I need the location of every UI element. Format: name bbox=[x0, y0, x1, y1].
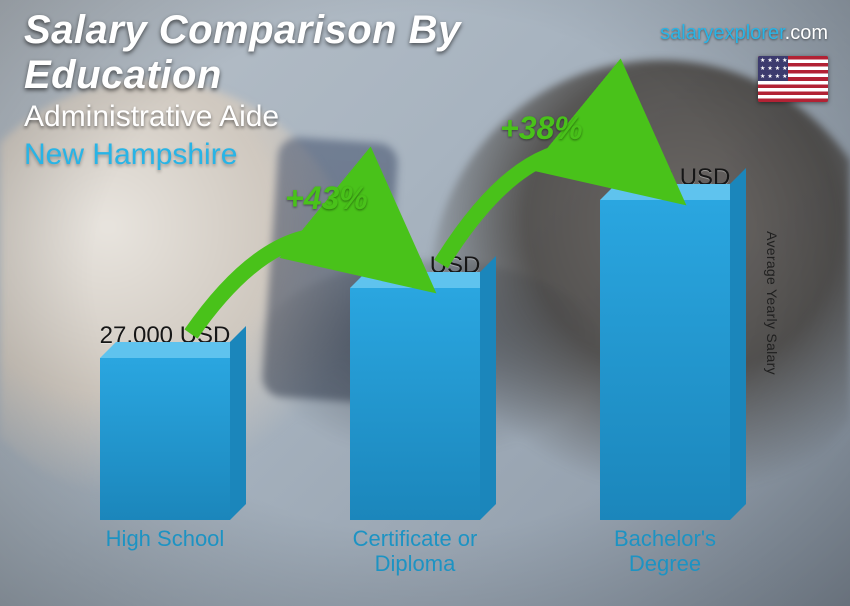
increase-arrows bbox=[0, 0, 850, 606]
increase-label-1: +38% bbox=[500, 110, 583, 147]
increase-label-0: +43% bbox=[285, 180, 368, 217]
